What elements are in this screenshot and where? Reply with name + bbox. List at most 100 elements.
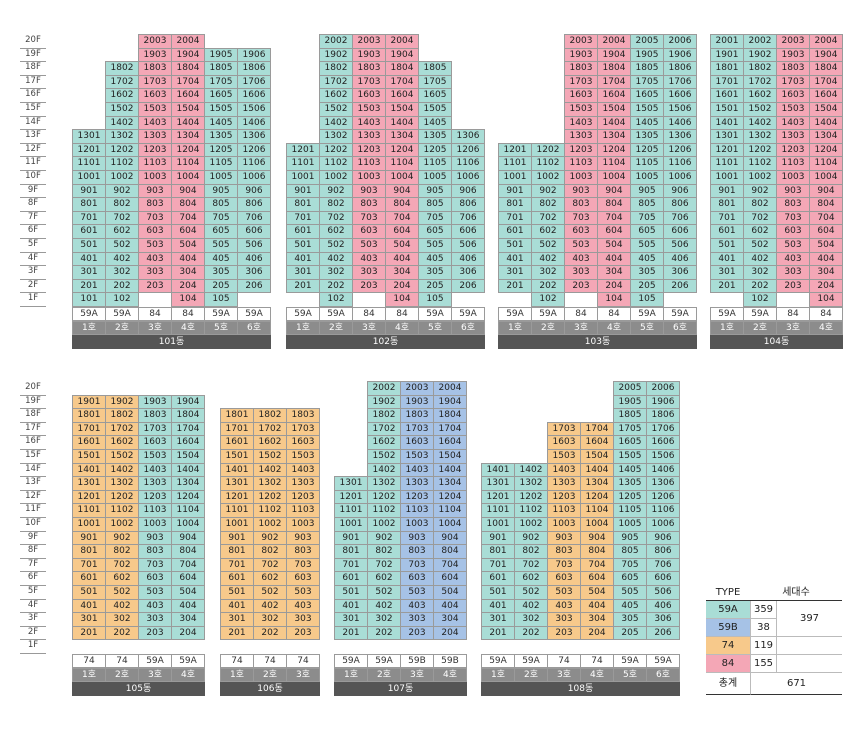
unit-cell: 903 [138, 530, 172, 546]
unit-cell: 1906 [237, 47, 271, 63]
unit-type-cell: 59A [105, 307, 139, 321]
unit-cell: 1703 [776, 74, 810, 90]
unit-number-header: 6호 [646, 668, 680, 682]
unit-cell: 1803 [776, 61, 810, 76]
unit-cell: 1206 [663, 142, 697, 158]
unit-cell: 505 [418, 238, 452, 253]
unit-cell: 1503 [776, 102, 810, 117]
unit-cell: 1805 [613, 408, 647, 423]
unit-cell: 702 [531, 210, 565, 226]
legend-subtotal-59: 397 [776, 601, 842, 637]
unit-cell: 602 [105, 571, 139, 586]
unit-type-cell: 74 [286, 654, 320, 668]
unit-cell: 1006 [451, 170, 485, 185]
unit-cell: 1906 [646, 394, 680, 410]
unit-cell: 704 [171, 210, 205, 226]
floor-label: 1F [20, 292, 46, 307]
unit-cell: 203 [138, 625, 172, 641]
unit-cell: 1002 [367, 517, 401, 532]
unit-cell: 1106 [451, 156, 485, 171]
unit-cell: 1903 [352, 47, 386, 63]
unit-cell: 1503 [138, 102, 172, 117]
unit-cell: 1804 [171, 408, 205, 423]
unit-cell: 1101 [334, 503, 368, 518]
unit-type-cell: 84 [776, 307, 810, 321]
unit-cell: 1404 [171, 462, 205, 478]
unit-cell: 802 [319, 197, 353, 212]
unit-cell: 502 [367, 585, 401, 600]
floor-label: 14F [20, 116, 46, 131]
unit-cell: 102 [531, 292, 565, 307]
unit-cell: 1403 [400, 462, 434, 478]
unit-cell: 1306 [646, 476, 680, 491]
floor-label: 3F [20, 612, 46, 627]
unit-cell: 1003 [547, 517, 581, 532]
unit-type-cell: 59A [498, 307, 532, 321]
unit-cell: 1004 [385, 170, 419, 185]
unit-cell: 703 [547, 557, 581, 573]
unit-number-header: 3호 [547, 668, 581, 682]
unit-cell: 706 [237, 210, 271, 226]
unit-cell: 1803 [138, 408, 172, 423]
unit-cell: 1605 [613, 435, 647, 450]
legend-count-59a: 359 [750, 601, 776, 619]
unit-cell: 605 [418, 224, 452, 239]
unit-number-header: 4호 [597, 321, 631, 335]
floor-label: 3F [20, 265, 46, 280]
unit-cell: 706 [663, 210, 697, 226]
unit-cell: 202 [531, 278, 565, 294]
unit-cell: 2004 [385, 34, 419, 49]
unit-cell: 603 [564, 224, 598, 239]
unit-cell: 1301 [481, 476, 515, 491]
unit-cell: 502 [319, 238, 353, 253]
unit-cell: 2002 [743, 34, 777, 49]
unit-cell: 503 [286, 585, 320, 600]
unit-type-cell: 59A [613, 654, 647, 668]
unit-cell: 1104 [171, 156, 205, 171]
unit-cell: 802 [105, 544, 139, 559]
unit-cell: 506 [237, 238, 271, 253]
unit-cell: 1303 [776, 129, 810, 144]
unit-cell: 1006 [646, 517, 680, 532]
unit-cell: 1703 [138, 421, 172, 437]
unit-cell: 1503 [286, 449, 320, 464]
unit-cell: 206 [663, 278, 697, 294]
unit-cell: 904 [580, 530, 614, 546]
unit-cell: 301 [498, 265, 532, 280]
unit-cell: 1303 [138, 129, 172, 144]
unit-cell: 1804 [433, 408, 467, 423]
unit-cell: 1705 [630, 74, 664, 90]
unit-cell: 704 [580, 557, 614, 573]
unit-cell: 1003 [400, 517, 434, 532]
unit-cell: 403 [138, 598, 172, 614]
unit-cell: 502 [105, 238, 139, 253]
unit-cell: 404 [580, 598, 614, 614]
unit-cell: 1805 [630, 61, 664, 76]
unit-cell: 1505 [418, 102, 452, 117]
unit-cell: 305 [204, 265, 238, 280]
unit-cell: 406 [663, 251, 697, 267]
unit-cell: 303 [547, 612, 581, 627]
floor-label: 14F [20, 463, 46, 478]
unit-cell: 1603 [776, 88, 810, 103]
unit-cell: 1202 [253, 489, 287, 505]
floor-label: 8F [20, 544, 46, 559]
unit-cell: 1106 [663, 156, 697, 171]
unit-cell: 1001 [220, 517, 254, 532]
unit-cell: 206 [237, 278, 271, 294]
unit-cell: 503 [138, 585, 172, 600]
unit-cell: 1004 [171, 170, 205, 185]
unit-cell: 802 [105, 197, 139, 212]
unit-cell: 903 [564, 183, 598, 199]
unit-cell: 1706 [646, 421, 680, 437]
unit-cell: 1903 [776, 47, 810, 63]
unit-cell: 906 [451, 183, 485, 199]
unit-cell: 203 [547, 625, 581, 641]
floor-label: 7F [20, 558, 46, 573]
unit-cell: 1202 [319, 142, 353, 158]
building-name-label: 105동 [72, 682, 205, 696]
unit-cell: 903 [547, 530, 581, 546]
unit-cell: 504 [809, 238, 843, 253]
unit-cell: 1105 [204, 156, 238, 171]
unit-number-header: 2호 [514, 668, 548, 682]
